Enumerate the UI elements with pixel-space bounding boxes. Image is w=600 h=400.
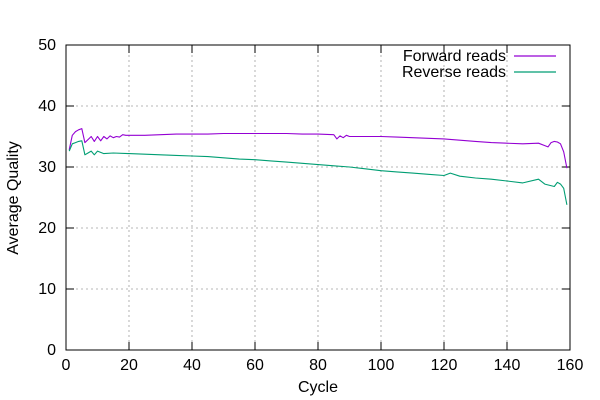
series-lines — [68, 128, 568, 205]
x-tick-label: 160 — [557, 357, 584, 374]
x-tick-label: 40 — [183, 357, 201, 374]
y-tick-label: 20 — [38, 220, 56, 237]
x-tick-label: 20 — [120, 357, 138, 374]
grid-lines — [66, 45, 570, 350]
y-tick-label: 30 — [38, 159, 56, 176]
x-tick-label: 120 — [431, 357, 458, 374]
x-tick-label: 100 — [368, 357, 395, 374]
x-tick-label: 80 — [309, 357, 327, 374]
x-tick-label: 60 — [246, 357, 264, 374]
x-tick-label: 140 — [494, 357, 521, 374]
x-axis-label: Cycle — [298, 379, 338, 396]
series-line-forward-reads — [68, 128, 568, 169]
y-tick-label: 40 — [38, 98, 56, 115]
legend-label-forward-reads: Forward reads — [403, 48, 506, 65]
legend-label-reverse-reads: Reverse reads — [402, 64, 506, 81]
y-tick-label: 50 — [38, 37, 56, 54]
y-tick-label: 0 — [47, 342, 56, 359]
axis-ticks: 0 20 40 60 80 100 120 140 160 0 10 20 30 40 50 — [38, 37, 583, 374]
y-tick-label: 10 — [38, 281, 56, 298]
series-line-reverse-reads — [68, 140, 568, 205]
x-tick-label: 0 — [62, 357, 71, 374]
y-axis-label: Average Quality — [5, 141, 22, 255]
